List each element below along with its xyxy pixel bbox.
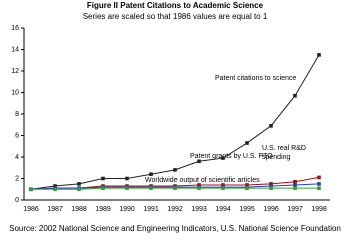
point: [53, 184, 57, 188]
x-tick-label: 1987: [47, 206, 63, 213]
point: [293, 186, 297, 190]
y-tick-label: 14: [11, 46, 19, 53]
point: [173, 168, 177, 172]
point: [269, 124, 273, 128]
point: [101, 176, 105, 181]
point: [173, 186, 177, 190]
point: [317, 186, 321, 190]
series-label: U.S. real R&D spending: [262, 145, 306, 161]
y-tick-label: 12: [11, 68, 19, 75]
point: [269, 182, 273, 186]
point: [149, 186, 153, 190]
point: [245, 183, 249, 187]
point: [197, 159, 201, 164]
point: [77, 187, 81, 192]
x-tick-label: 1995: [239, 206, 255, 213]
series-label: Worldwide output of scientific articles: [145, 177, 260, 184]
x-tick-label: 1988: [71, 206, 87, 213]
y-tick-label: 2: [15, 175, 19, 182]
x-tick-label: 1994: [215, 206, 231, 213]
x-tick-label: 1998: [311, 206, 327, 213]
x-tick-label: 1996: [263, 206, 279, 213]
point: [101, 186, 105, 190]
point: [317, 182, 321, 186]
point: [53, 187, 57, 192]
point: [317, 175, 321, 180]
x-tick-label: 1993: [191, 206, 207, 213]
x-tick-label: 1992: [167, 206, 183, 213]
series-label: Patent citations to science: [215, 75, 297, 82]
point: [197, 183, 201, 187]
source-note: Source: 2002 National Science and Engine…: [9, 224, 341, 233]
point: [293, 179, 297, 184]
point: [317, 53, 321, 57]
point: [125, 186, 129, 190]
point: [149, 172, 153, 176]
point: [269, 186, 273, 190]
x-tick-label: 1990: [119, 206, 135, 213]
x-tick-label: 1991: [143, 206, 159, 213]
point: [197, 186, 201, 190]
point: [125, 176, 129, 181]
point: [221, 186, 225, 190]
point: [77, 182, 81, 186]
point: [269, 184, 273, 188]
y-tick-label: 4: [15, 154, 19, 161]
series-label: Patent grants by U.S. PTO: [190, 153, 273, 160]
point: [293, 183, 297, 187]
point: [29, 187, 33, 192]
point: [221, 183, 225, 187]
point: [221, 156, 225, 160]
x-tick-label: 1986: [23, 206, 39, 213]
x-tick-label: 1989: [95, 206, 111, 213]
point: [245, 141, 249, 145]
point: [293, 93, 297, 98]
x-tick-label: 1997: [287, 206, 303, 213]
y-tick-label: 0: [15, 197, 19, 204]
y-tick-label: 8: [15, 111, 19, 118]
point: [245, 186, 249, 190]
chart-subtitle: Series are scaled so that 1986 values ar…: [83, 12, 268, 21]
chart-title: Figure II Patent Citations to Academic S…: [87, 1, 264, 10]
y-tick-label: 16: [11, 25, 19, 32]
y-tick-label: 10: [11, 89, 19, 96]
y-tick-label: 6: [15, 132, 19, 139]
